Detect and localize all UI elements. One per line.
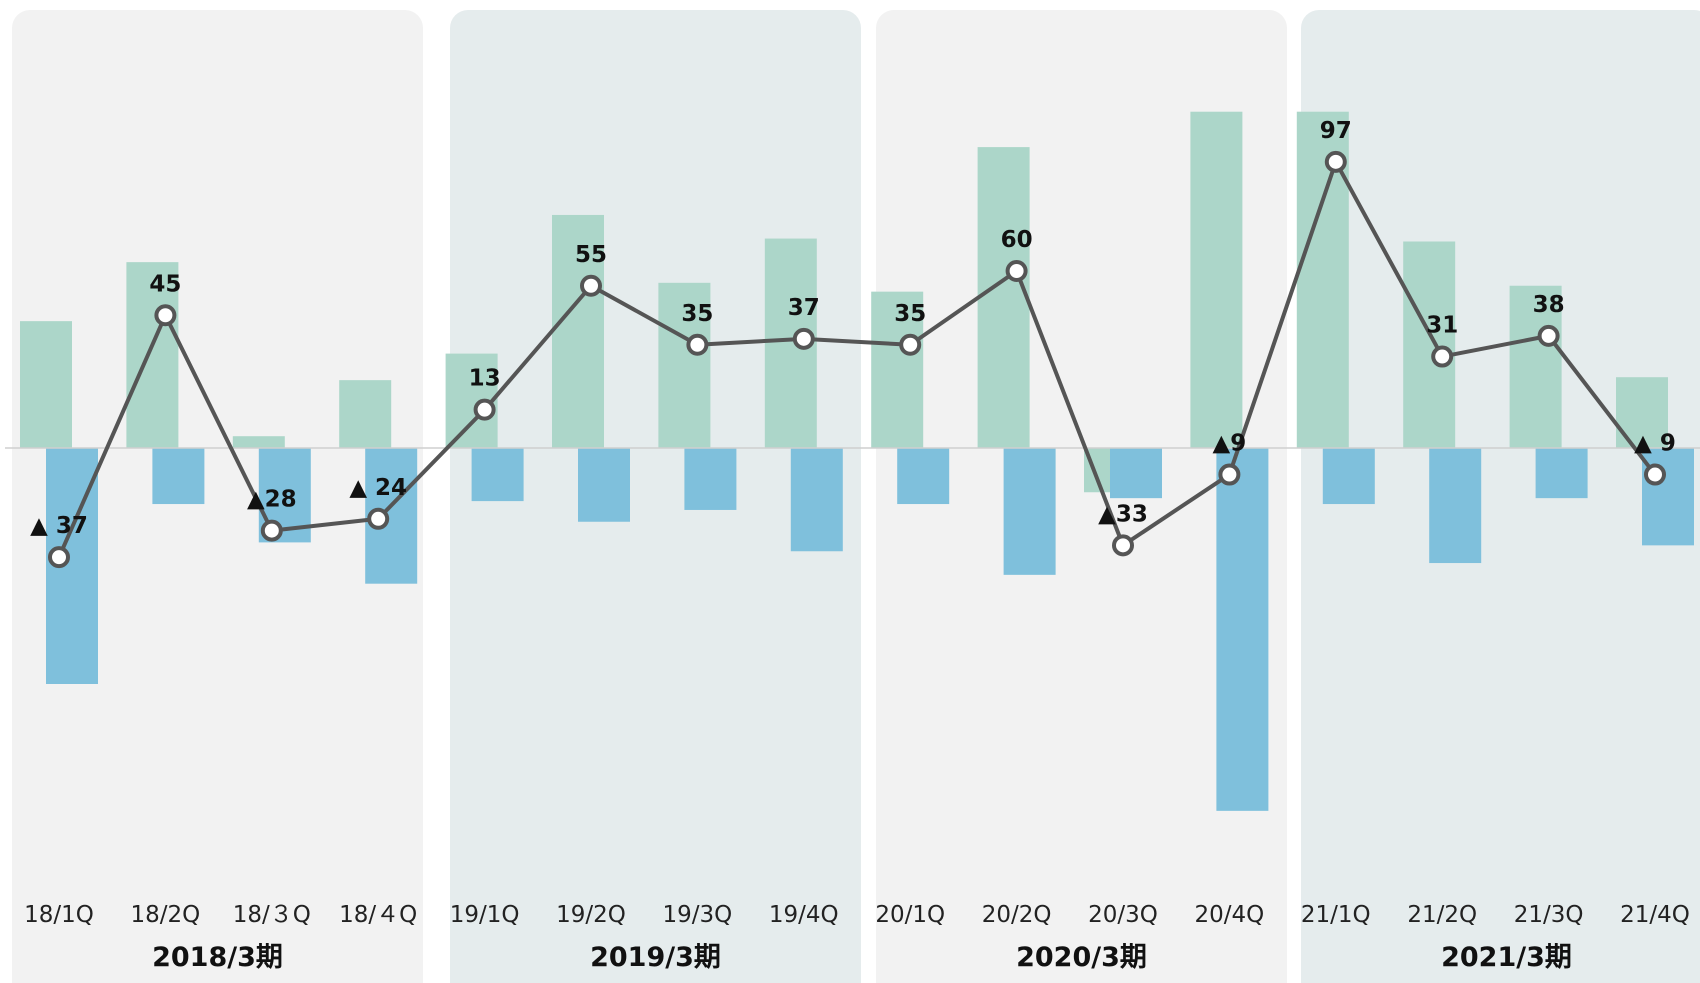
- category-label-2: 18/３Q: [233, 902, 311, 928]
- category-label-4: 19/1Q: [450, 902, 520, 928]
- category-label-6: 19/3Q: [663, 902, 733, 928]
- line-point-8: [899, 333, 922, 356]
- bar-series1-3: [339, 380, 392, 448]
- line-point-10: [1112, 534, 1134, 557]
- data-label-5: 55: [575, 242, 607, 268]
- bar-series1-13: [1403, 241, 1456, 448]
- category-label-3: 18/４Q: [339, 902, 417, 928]
- labels: ▲ 37 45 ▲28 ▲ 24 13 55 35 37 35 60 ▲33 ▲9 97 31 38 ▲ 9 1…: [24, 118, 1690, 973]
- line-path: [57, 159, 1657, 558]
- bar-series1-14: [1509, 285, 1562, 448]
- category-label-11: 20/4Q: [1195, 902, 1265, 928]
- bar-series1-2: [232, 436, 285, 448]
- line-point-11: [1218, 463, 1241, 486]
- category-label-10: 20/3Q: [1088, 902, 1158, 928]
- data-label-8: 35: [894, 301, 926, 327]
- line-point-9: [1005, 260, 1028, 282]
- period-label-2: 2020/3期: [1016, 942, 1147, 973]
- line-point-12: [1324, 150, 1347, 173]
- category-label-8: 20/1Q: [875, 902, 945, 928]
- category-label-12: 21/1Q: [1301, 902, 1371, 928]
- bar-series2-7: [790, 448, 843, 552]
- bar-series1-11: [1190, 111, 1243, 448]
- bar-series1-8: [871, 291, 924, 448]
- bar-series2-5: [578, 448, 630, 522]
- line-point-2: [260, 519, 283, 542]
- data-label-2: ▲28: [247, 487, 297, 513]
- bar-series2-11: [1216, 448, 1269, 811]
- bar-series2-9: [1003, 448, 1056, 575]
- period-panel-0: [12, 10, 423, 983]
- data-label-1: 45: [149, 271, 181, 297]
- data-label-12: 97: [1320, 118, 1352, 144]
- line-point-0: [48, 546, 70, 569]
- line-point-3: [367, 507, 390, 530]
- category-label-5: 19/2Q: [556, 902, 626, 928]
- bar-series2-8: [897, 448, 950, 505]
- period-label-3: 2021/3期: [1441, 942, 1572, 973]
- data-label-7: 37: [788, 295, 820, 321]
- category-label-9: 20/2Q: [982, 902, 1052, 928]
- bar-series2-14: [1535, 448, 1588, 499]
- category-label-15: 21/4Q: [1620, 902, 1690, 928]
- line-point-14: [1537, 324, 1560, 347]
- line-point-15: [1644, 463, 1666, 486]
- data-label-4: 13: [469, 366, 501, 392]
- data-label-0: ▲ 37: [30, 513, 88, 539]
- bar-series2-10: [1110, 448, 1162, 499]
- line-point-7: [792, 327, 815, 350]
- category-label-7: 19/4Q: [769, 902, 839, 928]
- category-label-0: 18/1Q: [24, 902, 94, 928]
- data-label-14: 38: [1533, 292, 1565, 318]
- data-label-15: ▲ 9: [1634, 431, 1676, 457]
- data-label-6: 35: [681, 301, 713, 327]
- period-label-0: 2018/3期: [152, 942, 283, 973]
- data-label-11: ▲9: [1213, 431, 1247, 457]
- data-label-9: 60: [1001, 227, 1033, 253]
- data-label-13: 31: [1426, 313, 1458, 339]
- bar-series1-5: [552, 214, 604, 448]
- bar-series1-9: [977, 147, 1030, 448]
- bar-series2-4: [471, 448, 524, 502]
- line-point-13: [1431, 345, 1454, 368]
- period-panel-3: [1301, 10, 1700, 983]
- period-label-1: 2019/3期: [590, 942, 721, 973]
- bar-series2-6: [684, 448, 737, 510]
- category-label-1: 18/2Q: [131, 902, 201, 928]
- bar-series1-0: [20, 321, 72, 448]
- bar-series2-13: [1429, 448, 1482, 564]
- line-point-4: [473, 398, 496, 421]
- line-series: [48, 150, 1666, 569]
- bar-series1-1: [126, 262, 179, 448]
- category-label-13: 21/2Q: [1407, 902, 1477, 928]
- category-label-14: 21/3Q: [1514, 902, 1584, 928]
- bar-series2-1: [152, 448, 205, 505]
- line-point-5: [580, 274, 602, 297]
- bar-series1-6: [658, 282, 711, 448]
- bars: [20, 111, 1694, 811]
- line-point-6: [686, 333, 709, 356]
- data-label-3: ▲ 24: [349, 475, 407, 501]
- bar-series2-12: [1322, 448, 1375, 505]
- bar-series2-15: [1642, 448, 1694, 546]
- data-label-10: ▲33: [1098, 501, 1148, 527]
- line-point-1: [154, 304, 177, 327]
